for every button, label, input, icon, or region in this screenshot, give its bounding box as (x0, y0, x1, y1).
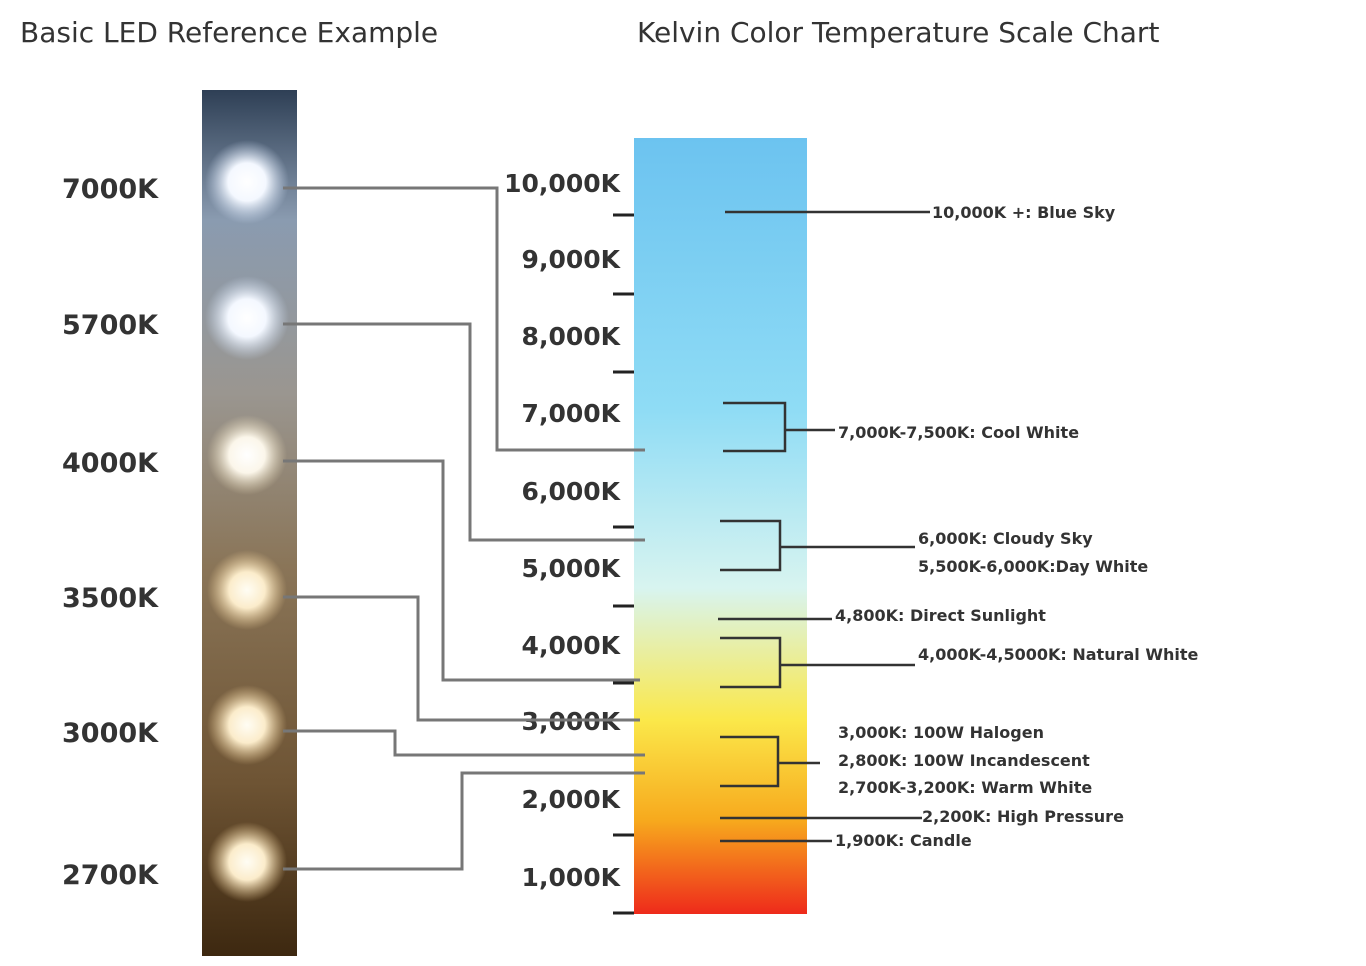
led-5700k (205, 276, 289, 360)
annotation-cloudy-sky: 6,000K: Cloudy Sky (918, 529, 1093, 548)
annotation-day-white: 5,500K-6,000K:Day White (918, 557, 1148, 576)
connector-4000k (283, 459, 640, 682)
bracket-warm (720, 735, 780, 788)
scale-label: 6,000K (522, 477, 622, 506)
annotation-natural-white: 4,000K-4,5000K: Natural White (918, 645, 1199, 664)
connector-5700k (283, 322, 645, 542)
scale-label: 10,000K (504, 169, 621, 198)
led-2700k (207, 822, 287, 902)
led-label: 4000K (62, 448, 159, 479)
led-7000k (205, 140, 289, 224)
led-label: 3500K (62, 583, 159, 614)
led-label: 7000K (62, 174, 159, 205)
led-label: 5700K (62, 310, 159, 341)
bracket-cloudy (720, 519, 782, 572)
bracket-cool-white (723, 401, 787, 453)
led-label: 3000K (62, 718, 159, 749)
annotation-high-pressure: 2,200K: High Pressure (922, 807, 1124, 826)
led-label: 2700K (62, 860, 159, 891)
connector-2700k (283, 771, 645, 871)
scale-label: 8,000K (522, 322, 622, 351)
annotation-cool-white: 7,000K-7,500K: Cool White (838, 423, 1079, 442)
annotation-halogen: 3,000K: 100W Halogen (838, 723, 1044, 742)
led-strip (202, 90, 297, 956)
annotation-incandescent: 2,800K: 100W Incandescent (838, 751, 1090, 770)
connector-3500k (283, 595, 640, 722)
led-4000k (207, 415, 287, 495)
right-title: Kelvin Color Temperature Scale Chart (637, 16, 1159, 49)
scale-label: 5,000K (522, 554, 622, 583)
scale-label: 9,000K (522, 245, 622, 274)
annotation-candle: 1,900K: Candle (835, 831, 972, 850)
annotation-blue-sky: 10,000K +: Blue Sky (932, 203, 1116, 222)
scale-label: 1,000K (522, 863, 622, 892)
led-3000k (207, 685, 287, 765)
scale-label: 2,000K (522, 785, 622, 814)
bracket-natural-white (720, 636, 782, 689)
left-title: Basic LED Reference Example (20, 16, 438, 49)
connector-7000k (283, 186, 645, 452)
scale-ticks (613, 213, 634, 915)
annotation-direct-sunlight: 4,800K: Direct Sunlight (835, 606, 1046, 625)
connector-3000k (283, 729, 645, 757)
scale-label: 4,000K (522, 631, 622, 660)
annotation-warm-white: 2,700K-3,200K: Warm White (838, 778, 1092, 797)
scale-label: 7,000K (522, 399, 622, 428)
led-3500k (207, 550, 287, 630)
